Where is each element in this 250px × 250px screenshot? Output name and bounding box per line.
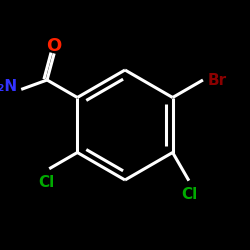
Text: H₂N: H₂N [0,80,18,94]
Text: Cl: Cl [38,175,55,190]
Text: O: O [46,37,62,55]
Text: Cl: Cl [181,187,197,202]
Text: Br: Br [208,72,227,88]
